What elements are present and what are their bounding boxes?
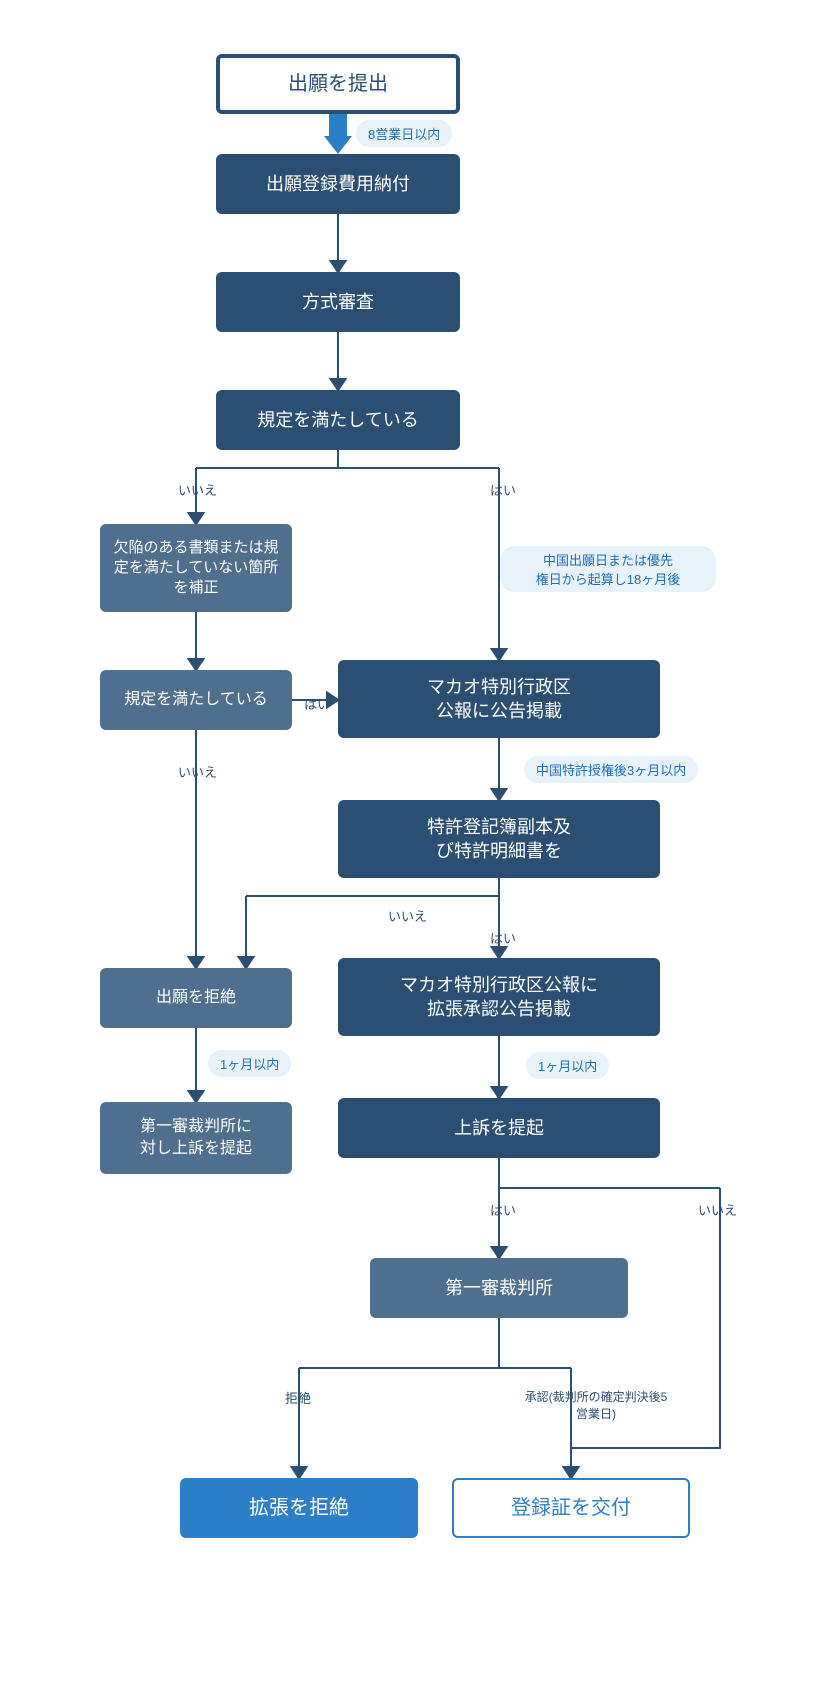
node-n3: 方式審査 — [216, 272, 460, 332]
edge-label-el1: いいえ — [178, 480, 217, 499]
edge-label-el4: いいえ — [178, 762, 217, 781]
edge-label-el8: いいえ — [698, 1200, 737, 1219]
edge-label-el7: はい — [490, 1200, 516, 1219]
node-n8: 特許登記簿副本及 び特許明細書を — [338, 800, 660, 878]
edge-n8-split — [246, 878, 499, 896]
node-n6: 規定を満たしている — [100, 670, 292, 730]
node-n7: マカオ特別行政区 公報に公告掲載 — [338, 660, 660, 738]
node-n2: 出願登録費用納付 — [216, 154, 460, 214]
edge-label-el5: いいえ — [388, 906, 427, 925]
edge-label-el6: はい — [490, 928, 516, 947]
edge-n12-split — [499, 1158, 720, 1188]
flowchart-root: 出願を提出出願登録費用納付方式審査規定を満たしている欠陥のある書類または規定を満… — [0, 0, 835, 1699]
badge-b1: 8営業日以内 — [356, 120, 452, 147]
node-n5: 欠陥のある書類または規定を満たしていない箇所を補正 — [100, 524, 292, 612]
badge-b4: 1ヶ月以内 — [208, 1050, 291, 1077]
node-n10: マカオ特別行政区公報に 拡張承認公告掲載 — [338, 958, 660, 1036]
node-n14: 拡張を拒絶 — [180, 1478, 418, 1538]
node-n11: 第一審裁判所に 対し上訴を提起 — [100, 1102, 292, 1174]
edge-label-el9: 拒絶 — [285, 1388, 311, 1407]
badge-b2: 中国出願日または優先 権日から起算し18ヶ月後 — [500, 546, 716, 592]
edge-n12-no — [571, 1188, 720, 1478]
node-n12: 上訴を提起 — [338, 1098, 660, 1158]
badge-b5: 1ヶ月以内 — [526, 1052, 609, 1079]
node-n1: 出願を提出 — [216, 54, 460, 114]
edge-label-el10: 承認(裁判所の確定判決後5 営業日) — [496, 1388, 696, 1422]
edge-label-el2: はい — [490, 480, 516, 499]
node-n13: 第一審裁判所 — [370, 1258, 628, 1318]
node-n15: 登録証を交付 — [452, 1478, 690, 1538]
edge-n4-split — [196, 450, 338, 468]
node-n4: 規定を満たしている — [216, 390, 460, 450]
arrow-bigstart — [324, 114, 352, 154]
badge-b3: 中国特許授権後3ヶ月以内 — [524, 756, 698, 783]
edge-n13-split — [299, 1318, 499, 1368]
node-n9: 出願を拒絶 — [100, 968, 292, 1028]
edge-label-el3: はい — [304, 694, 330, 713]
